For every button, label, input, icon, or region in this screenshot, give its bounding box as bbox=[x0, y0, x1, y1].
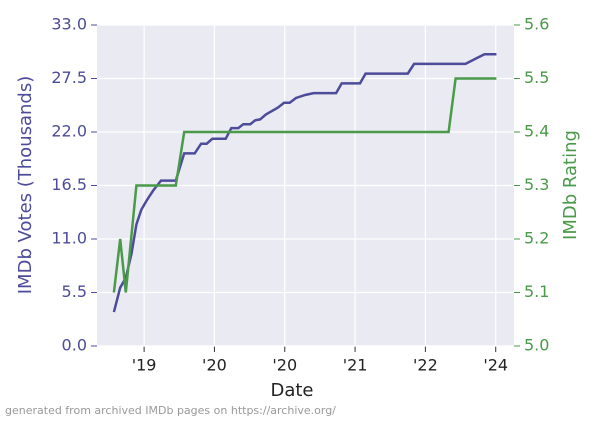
x-tick-label: '19 bbox=[132, 356, 157, 375]
y-axis-label: IMDb Votes (Thousands) bbox=[15, 76, 36, 295]
footnote: generated from archived IMDb pages on ht… bbox=[5, 404, 336, 417]
y2-tick-label: 5.4 bbox=[524, 122, 549, 141]
series-line bbox=[112, 52, 497, 313]
y2-tick-label: 5.6 bbox=[524, 15, 549, 34]
y2-tick-label: 5.3 bbox=[524, 175, 549, 194]
y2-tick-label: 5.5 bbox=[524, 68, 549, 87]
y-tick-label: 27.5 bbox=[51, 68, 87, 87]
y-tick-label: 22.0 bbox=[51, 122, 87, 141]
y-tick-label: 33.0 bbox=[51, 15, 87, 34]
x-tick-label: '24 bbox=[483, 356, 508, 375]
series-line bbox=[112, 77, 497, 293]
x-tick-label: '21 bbox=[343, 356, 368, 375]
x-axis-label: Date bbox=[270, 380, 313, 401]
y2-tick-label: 5.1 bbox=[524, 282, 549, 301]
x-tick-label: '20 bbox=[202, 356, 227, 375]
y-tick-label: 16.5 bbox=[51, 175, 87, 194]
y-tick-label: 5.5 bbox=[62, 282, 87, 301]
y2-axis-label: IMDb Rating bbox=[560, 130, 581, 240]
x-tick-label: '20 bbox=[272, 356, 297, 375]
x-tick-label: '22 bbox=[413, 356, 438, 375]
y-tick-label: 0.0 bbox=[62, 336, 87, 355]
y2-tick-label: 5.0 bbox=[524, 336, 549, 355]
y-tick-label: 11.0 bbox=[51, 229, 87, 248]
y2-tick-label: 5.2 bbox=[524, 229, 549, 248]
